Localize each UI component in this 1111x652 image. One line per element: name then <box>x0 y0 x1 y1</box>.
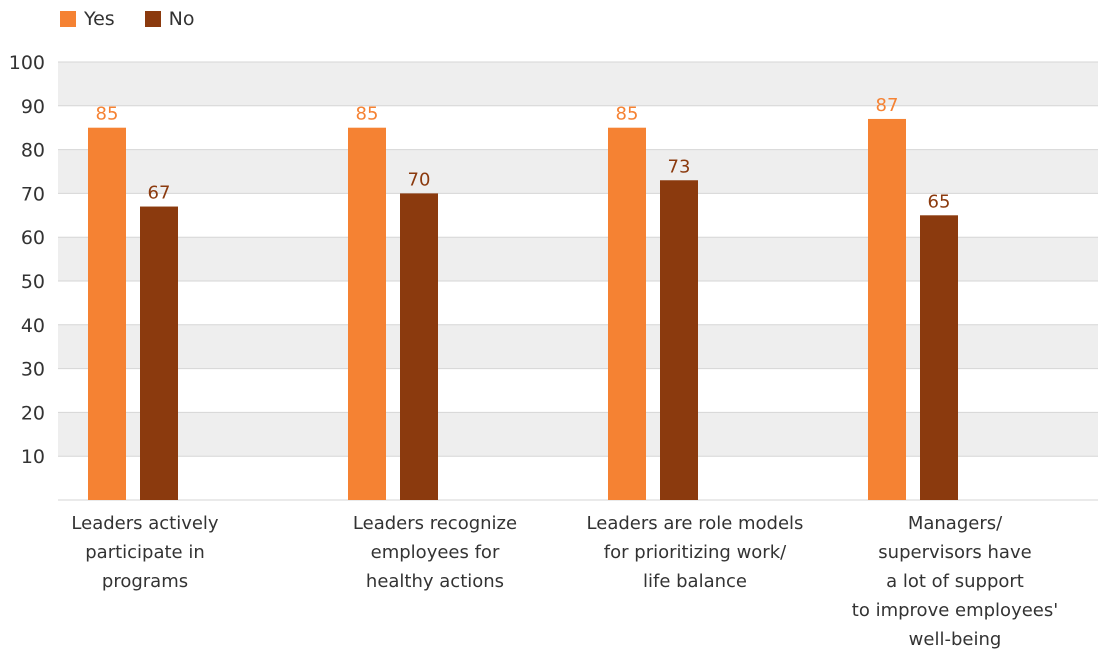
y-tick-label: 60 <box>21 227 45 249</box>
bar-no <box>660 180 698 500</box>
x-tick-label: Leaders actively <box>71 513 219 534</box>
y-tick-label: 50 <box>21 271 45 293</box>
bar-yes <box>348 127 386 500</box>
x-tick-label: healthy actions <box>366 571 504 592</box>
bar-no <box>140 206 178 501</box>
y-tick-label: 80 <box>21 140 45 162</box>
x-tick-label: Leaders recognize <box>353 513 517 534</box>
legend: Yes No <box>60 6 195 32</box>
y-tick-label: 30 <box>21 359 45 381</box>
data-label: 85 <box>356 104 379 125</box>
y-tick-label: 10 <box>21 446 45 468</box>
bar-no <box>920 215 958 501</box>
grid-band <box>58 149 1098 194</box>
y-tick-label: 40 <box>21 315 45 337</box>
x-tick-label: a lot of support <box>886 571 1024 592</box>
y-tick-label: 100 <box>9 52 45 74</box>
bar-yes <box>868 118 906 500</box>
legend-label-no: No <box>168 8 195 30</box>
x-tick-label: for prioritizing work/ <box>604 542 787 563</box>
data-label: 87 <box>876 95 899 116</box>
data-label: 85 <box>616 104 639 125</box>
x-tick-label: employees for <box>371 542 500 563</box>
x-tick-label: supervisors have <box>878 542 1031 563</box>
data-label: 65 <box>928 191 951 212</box>
data-label: 67 <box>148 183 171 204</box>
x-tick-label: Leaders are role models <box>587 513 804 534</box>
legend-label-yes: Yes <box>84 8 115 30</box>
y-tick-label: 70 <box>21 183 45 205</box>
x-tick-label: participate in <box>85 542 205 563</box>
y-tick-label: 90 <box>21 96 45 118</box>
x-tick-label: life balance <box>643 571 747 592</box>
bar-no <box>400 193 438 500</box>
data-label: 73 <box>668 156 691 177</box>
x-tick-label: to improve employees' <box>852 600 1058 621</box>
bar-yes <box>608 127 646 500</box>
legend-swatch-yes <box>60 11 76 27</box>
data-label: 70 <box>408 169 431 190</box>
x-tick-label: programs <box>102 571 188 592</box>
x-tick-label: Managers/ <box>908 513 1003 534</box>
y-tick-label: 20 <box>21 402 45 424</box>
legend-swatch-no <box>144 11 161 27</box>
grid-band <box>58 62 1098 106</box>
legend-item-yes: Yes <box>60 8 115 30</box>
legend-item-no: No <box>144 8 195 30</box>
data-label: 85 <box>96 104 119 125</box>
bar-yes <box>88 127 126 500</box>
x-tick-label: well-being <box>909 629 1002 650</box>
